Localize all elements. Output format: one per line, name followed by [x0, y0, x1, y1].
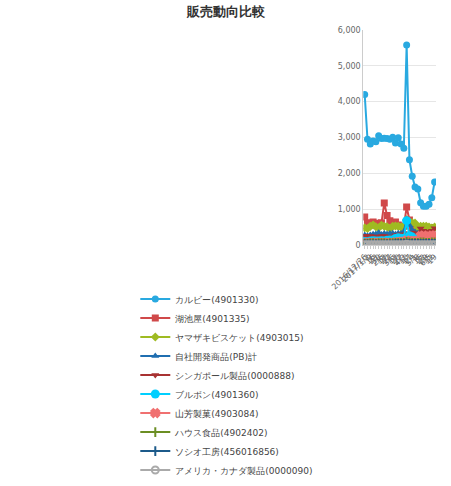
svg-text:22: 22 — [414, 252, 428, 266]
svg-text:5,000: 5,000 — [338, 62, 361, 71]
svg-text:27: 27 — [381, 252, 395, 266]
svg-text:24: 24 — [403, 252, 417, 266]
svg-text:6/5: 6/5 — [418, 252, 433, 267]
svg-text:ソシオ工房(456016856): ソシオ工房(456016856) — [175, 447, 279, 457]
svg-text:シンガポール製品(0000888): シンガポール製品(0000888) — [175, 371, 294, 381]
svg-text:4/3: 4/3 — [393, 252, 408, 267]
svg-text:1,000: 1,000 — [338, 205, 361, 214]
svg-text:13: 13 — [375, 252, 389, 266]
svg-text:15: 15 — [411, 252, 425, 266]
svg-text:4,000: 4,000 — [338, 97, 361, 106]
svg-text:12: 12 — [422, 252, 436, 266]
svg-text:23: 23 — [367, 252, 381, 266]
svg-text:カルビー(4901330): カルビー(4901330) — [175, 295, 258, 305]
svg-text:30: 30 — [369, 252, 383, 266]
svg-text:5/1: 5/1 — [404, 252, 419, 267]
svg-text:販売動向比較: 販売動向比較 — [186, 4, 266, 19]
svg-text:6,000: 6,000 — [338, 26, 361, 35]
svg-text:16: 16 — [364, 252, 378, 266]
svg-text:2017/1/2: 2017/1/2 — [340, 252, 372, 284]
svg-text:2016/12/26: 2016/12/26 — [330, 252, 369, 291]
svg-text:29: 29 — [417, 252, 431, 266]
svg-text:20: 20 — [378, 252, 392, 266]
svg-text:ブルボン(4901360): ブルボン(4901360) — [175, 390, 258, 400]
svg-text:3/6: 3/6 — [381, 252, 396, 267]
svg-text:19: 19 — [425, 252, 439, 266]
svg-text:ヤマザキビスケット(4903015): ヤマザキビスケット(4903015) — [175, 333, 303, 343]
svg-text:9: 9 — [365, 252, 375, 262]
svg-text:13: 13 — [386, 252, 400, 266]
svg-text:27: 27 — [392, 252, 406, 266]
svg-text:湖池屋(4901335): 湖池屋(4901335) — [175, 314, 249, 324]
svg-text:17: 17 — [400, 252, 414, 266]
svg-text:2/6: 2/6 — [370, 252, 385, 267]
svg-text:8: 8 — [412, 252, 422, 262]
svg-text:ハウス食品(4902402): ハウス食品(4902402) — [174, 428, 267, 438]
svg-text:山芳製菓(4903084): 山芳製菓(4903084) — [175, 409, 258, 419]
svg-text:アメリカ・カナダ製品(0000090): アメリカ・カナダ製品(0000090) — [175, 466, 312, 476]
svg-text:3,000: 3,000 — [338, 133, 361, 142]
svg-text:10: 10 — [397, 252, 411, 266]
svg-text:20: 20 — [389, 252, 403, 266]
svg-text:自社開発商品(PB)計: 自社開発商品(PB)計 — [175, 352, 257, 362]
svg-text:0: 0 — [356, 241, 361, 250]
svg-text:2,000: 2,000 — [338, 169, 361, 178]
